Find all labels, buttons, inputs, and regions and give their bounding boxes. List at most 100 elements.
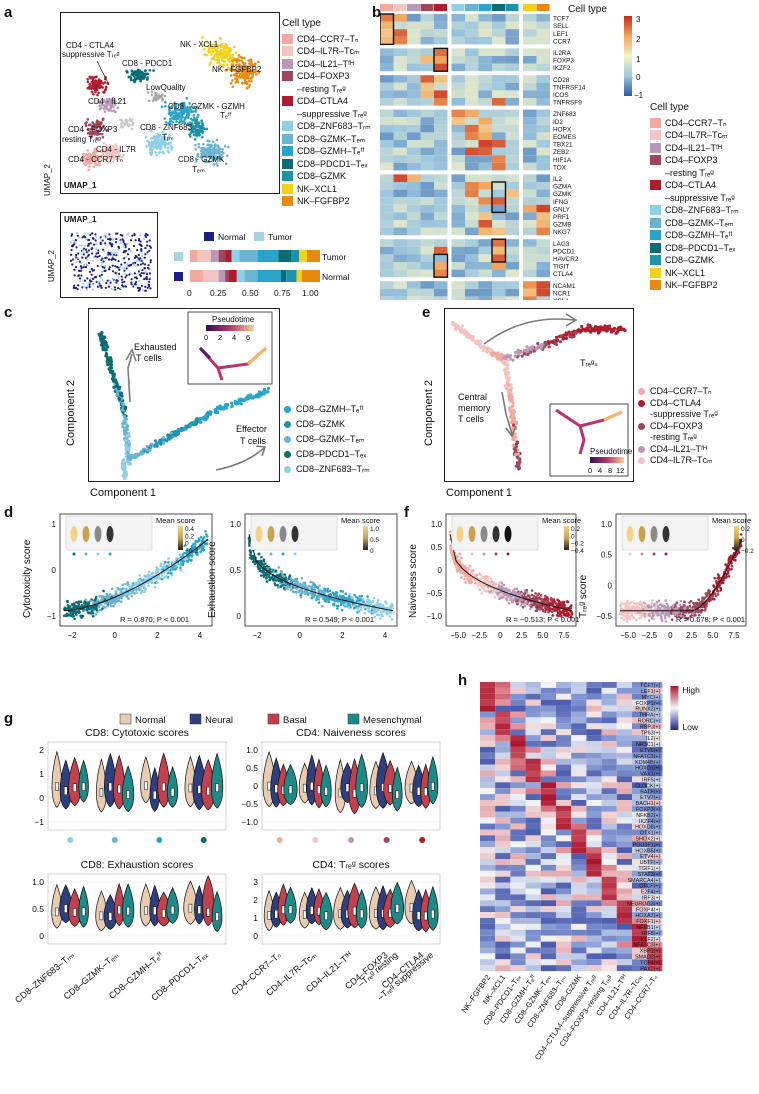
gene-label: GZMA xyxy=(553,184,572,191)
umap-point xyxy=(227,145,230,149)
inset-point xyxy=(119,286,123,290)
heatmap-cell xyxy=(393,109,407,118)
umap-point xyxy=(250,63,254,66)
heatmap-cell xyxy=(465,98,479,106)
umap-point xyxy=(160,105,164,108)
heatmap-cell xyxy=(393,21,407,30)
heatmap-cell xyxy=(407,262,421,270)
legend-swatch xyxy=(282,183,293,194)
umap-point xyxy=(113,110,117,114)
umap-point xyxy=(250,70,253,73)
heatmap-cell xyxy=(523,197,537,205)
heatmap-cell xyxy=(492,132,506,140)
umap-point xyxy=(240,59,243,63)
scatter-point xyxy=(389,610,393,614)
scatter-point xyxy=(104,606,107,609)
inset-point xyxy=(80,253,83,256)
umap-point xyxy=(146,76,149,79)
umap-point xyxy=(247,66,250,70)
umap-point xyxy=(109,153,113,157)
heatmap-cell xyxy=(407,254,421,262)
gene-label: GNLY xyxy=(553,206,571,213)
trajectory-e-annotations: Tᵣₑᵍₛ Central memory T cells Pseudotime … xyxy=(458,313,633,477)
heatmap-cell xyxy=(451,14,465,22)
trajectory-point xyxy=(230,404,234,409)
umap-point xyxy=(111,155,115,158)
composition-segment xyxy=(286,270,297,282)
umap-point xyxy=(91,125,94,129)
heatmap-cell xyxy=(492,246,506,255)
heatmap-cell xyxy=(420,147,434,156)
scatter-point xyxy=(66,606,69,610)
scatter-point xyxy=(144,587,147,591)
panel-label-b: b xyxy=(372,4,382,21)
umap-point xyxy=(231,59,234,63)
heatmap-cell xyxy=(434,109,448,118)
umap-point xyxy=(138,69,142,72)
inset-point xyxy=(85,288,88,292)
scatter-point xyxy=(110,587,114,591)
heatmap-cell xyxy=(393,246,407,255)
heatmap-cell xyxy=(380,48,394,56)
inset-point xyxy=(77,284,80,287)
trajectory-point xyxy=(104,348,108,352)
heatmap-cell xyxy=(465,14,479,22)
scatter-point xyxy=(335,591,339,594)
inset-point xyxy=(123,280,126,283)
inset-point xyxy=(96,255,99,258)
heatmap-cell xyxy=(465,147,479,156)
umap-point xyxy=(106,156,109,159)
umap-point xyxy=(86,161,89,164)
scatter-point xyxy=(159,564,162,568)
heatmap-cell xyxy=(478,269,492,278)
heatmap-cell xyxy=(420,174,434,182)
heatmap-cell xyxy=(420,124,434,133)
trajectory-point xyxy=(194,421,199,426)
inset-point xyxy=(133,232,136,236)
heatmap-cell xyxy=(536,14,550,22)
umap-point xyxy=(105,101,109,105)
scatter-point xyxy=(71,603,75,606)
umap-point xyxy=(209,61,212,64)
scatter-point xyxy=(366,595,369,598)
legend-item: CD4–IL21–Tᶠᴴ xyxy=(650,142,739,155)
scatter-point xyxy=(317,601,321,604)
inset-point xyxy=(99,277,103,280)
legend-item: CD8–GZMK–Tₑₘ xyxy=(650,217,739,230)
legend-normal: Normal xyxy=(218,232,246,242)
umap-point xyxy=(99,126,103,130)
inset-point xyxy=(145,272,149,275)
heatmap-cell xyxy=(465,189,479,198)
e-ylabel-wrap: Component 2 xyxy=(423,380,435,446)
umap-point xyxy=(215,162,218,165)
umap-point xyxy=(90,90,94,94)
heatmap-cell xyxy=(393,288,407,297)
gene-label: ICOS xyxy=(553,92,569,99)
umap-point xyxy=(208,42,212,46)
legend-item: CD8–ZNF683–Tᵣₘ xyxy=(282,120,371,133)
heatmap-cell xyxy=(523,21,537,30)
trajectory-point xyxy=(260,391,264,396)
trajectory-point xyxy=(110,377,115,381)
scatter-point xyxy=(179,553,182,557)
inset-point xyxy=(121,284,124,287)
heatmap-cell xyxy=(492,124,506,133)
scatter-point xyxy=(376,601,379,605)
heatmap-cell xyxy=(523,269,537,278)
umap-point xyxy=(163,117,166,120)
inset-point xyxy=(133,272,136,275)
scatter-point xyxy=(155,570,158,574)
umap-point xyxy=(98,107,102,111)
inset-point xyxy=(89,233,92,236)
heatmap-column-header xyxy=(393,4,407,11)
umap-point xyxy=(224,55,228,59)
heatmap-cell xyxy=(451,174,465,182)
heatmap-cell xyxy=(536,239,550,247)
heatmap-cell xyxy=(465,220,479,228)
heatmap-cell xyxy=(478,147,492,156)
scatter-point xyxy=(250,557,254,561)
umap-point xyxy=(109,151,112,155)
inset-point xyxy=(78,244,81,247)
scatter-point xyxy=(89,599,92,602)
heatmap-cell xyxy=(492,155,506,163)
